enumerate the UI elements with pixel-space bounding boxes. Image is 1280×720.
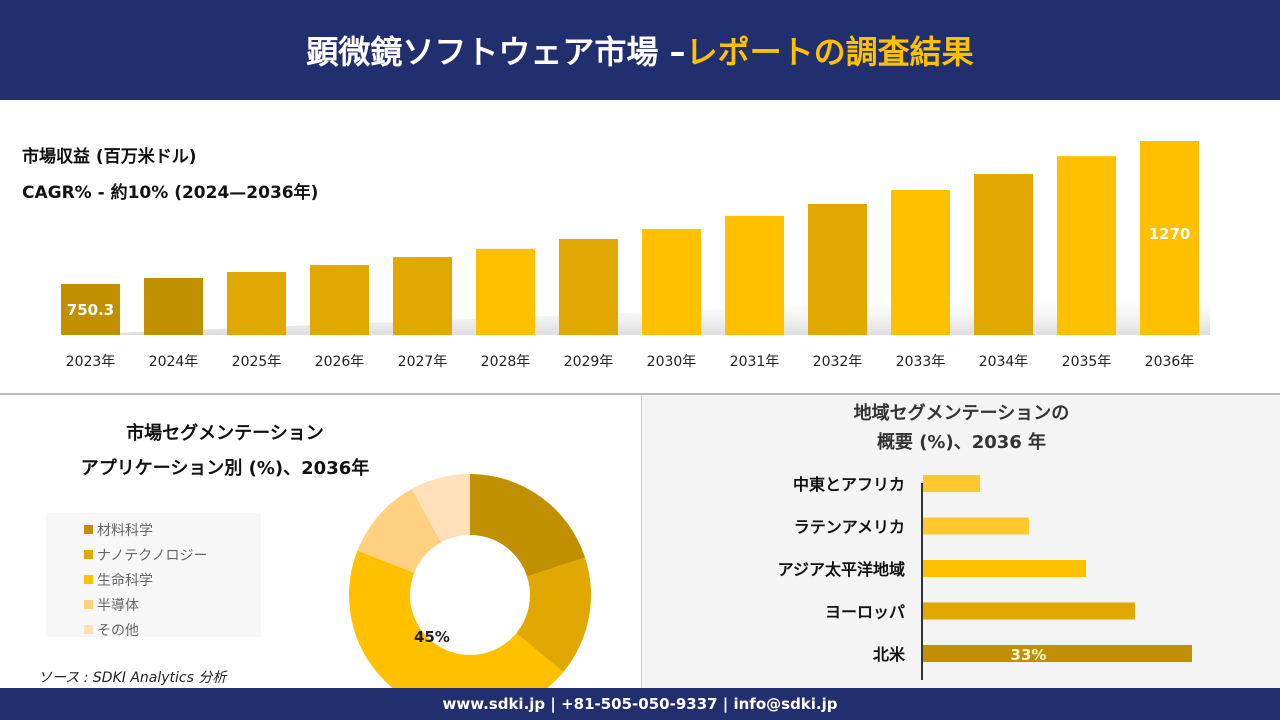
x-tick-label: 2023年: [66, 354, 116, 370]
bar-2026年: [310, 265, 369, 335]
slice-data-label: 45%: [414, 628, 450, 646]
donut-slice-半導体: [357, 488, 442, 573]
region-data-label: 33%: [1011, 646, 1047, 664]
legend-item: ナノテクノロジー: [84, 542, 261, 567]
bar-data-label: 1270: [1149, 225, 1191, 243]
bar-2024年: [144, 278, 203, 335]
x-tick-label: 2029年: [564, 354, 614, 370]
x-tick-label: 2030年: [647, 354, 697, 370]
region-bar-ヨーロッパ: [923, 602, 1135, 620]
x-tick-label: 2032年: [813, 354, 863, 370]
legend-item: 半導体: [84, 592, 261, 617]
bar-2028年: [476, 248, 535, 335]
bar-2032年: [808, 204, 867, 335]
legend-swatch: [84, 525, 93, 534]
revenue-chart-title: 市場収益 (百万米ドル): [22, 147, 197, 167]
region-label: アジア太平洋地域: [778, 560, 905, 579]
title-accent: レポートの調査結果: [685, 33, 974, 71]
region-title-line1: 地域セグメンテーションの: [853, 403, 1070, 424]
region-label: ラテンアメリカ: [794, 518, 905, 537]
legend-item: 材料科学: [84, 517, 261, 542]
region-bar-北米: [923, 645, 1192, 662]
donut-slice-その他: [411, 474, 470, 543]
region-bar-アジア太平洋地域: [923, 560, 1087, 577]
divider: [0, 393, 1280, 395]
x-tick-label: 2027年: [398, 354, 448, 370]
x-tick-label: 2033年: [896, 354, 946, 370]
legend-label: 生命科学: [97, 572, 153, 589]
bar-2029年: [559, 238, 618, 335]
footer-contact: www.sdki.jp | +81-505-050-9337 | info@sd…: [0, 688, 1280, 720]
x-tick-label: 2034年: [979, 354, 1029, 370]
donut-title-line2: アプリケーション別 (%)、2036年: [80, 458, 370, 479]
application-segment-panel: 市場セグメンテーション アプリケーション別 (%)、2036年 材料科学ナノテク…: [0, 395, 640, 688]
x-tick-label: 2035年: [1062, 354, 1112, 370]
legend-label: 材料科学: [97, 522, 153, 539]
region-title-line2: 概要 (%)、2036 年: [876, 432, 1047, 453]
region-bar-中東とアフリカ: [923, 475, 981, 492]
x-tick-label: 2036年: [1145, 354, 1195, 370]
cagr-label: CAGR% - 約10% (2024—2036年): [22, 183, 319, 203]
bar-2034年: [974, 174, 1033, 335]
x-tick-label: 2026年: [315, 354, 365, 370]
legend-item: その他: [84, 617, 261, 642]
bar-2023年: [61, 284, 120, 335]
legend-swatch: [84, 600, 93, 609]
legend-swatch: [84, 625, 93, 634]
header-banner: 顕微鏡ソフトウェア市場 – レポートの調査結果: [0, 0, 1280, 100]
region-label: 中東とアフリカ: [793, 475, 905, 494]
bar-2027年: [393, 257, 452, 335]
donut-legend: 材料科学ナノテクノロジー 生命科学半導体その他: [46, 513, 261, 639]
bar-2035年: [1057, 156, 1116, 335]
bar-2025年: [227, 271, 286, 335]
bar-2036年: [1140, 141, 1199, 335]
x-tick-label: 2025年: [232, 354, 282, 370]
legend-swatch: [84, 575, 93, 584]
legend-label: ナノテクノロジー: [97, 547, 208, 564]
legend-label: その他: [97, 622, 139, 639]
donut-slice-生命科学: [349, 550, 564, 688]
application-donut-chart: 45%: [349, 474, 591, 688]
region-bar-ラテンアメリカ: [923, 517, 1029, 535]
donut-title-line1: 市場セグメンテーション: [126, 423, 324, 444]
revenue-bar-chart: 2023年 750.3 2024年 2025年 2026年 2027年 2028年 2029年…: [60, 141, 1210, 370]
legend-swatch: [84, 550, 93, 559]
x-tick-label: 2024年: [149, 354, 199, 370]
x-tick-label: 2031年: [730, 354, 780, 370]
revenue-chart-panel: 市場収益 (百万米ドル) CAGR% - 約10% (2024—2036年) 2…: [0, 100, 1280, 392]
bar-2030年: [642, 229, 701, 335]
region-segment-panel: 地域セグメンテーションの 概要 (%)、2036 年 中東とアフリカ ラテンアメリ…: [641, 395, 1280, 688]
bar-2031年: [725, 215, 784, 335]
bar-2033年: [891, 189, 950, 335]
legend-item: 生命科学: [84, 567, 261, 592]
donut-slice-ナノテクノロジー: [516, 557, 591, 673]
bar-data-label: 750.3: [67, 301, 114, 319]
source-note: ソース : SDKI Analytics 分析: [38, 670, 227, 686]
region-label: 北米: [873, 645, 906, 664]
x-tick-label: 2028年: [481, 354, 531, 370]
donut-slice-材料科学: [470, 474, 586, 577]
region-label: ヨーロッパ: [825, 603, 905, 622]
title-main: 顕微鏡ソフトウェア市場 –: [306, 33, 686, 71]
legend-label: 半導体: [97, 597, 139, 614]
